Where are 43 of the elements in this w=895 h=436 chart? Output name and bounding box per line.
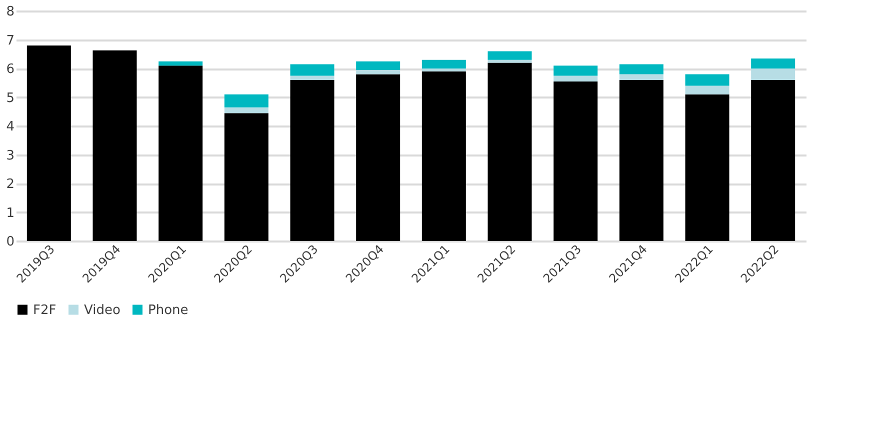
legend-label: F2F bbox=[33, 302, 56, 318]
bar bbox=[685, 94, 730, 241]
bar bbox=[488, 60, 532, 63]
y-tick-label: 1 bbox=[6, 206, 14, 221]
bar bbox=[488, 51, 532, 60]
legend-label: Phone bbox=[148, 302, 188, 318]
bar bbox=[158, 66, 203, 241]
y-tick-label: 5 bbox=[6, 90, 14, 106]
bar bbox=[290, 76, 334, 80]
bar bbox=[158, 61, 203, 66]
bar bbox=[751, 58, 796, 68]
bar bbox=[619, 80, 664, 241]
y-tick-label: 8 bbox=[6, 4, 14, 20]
bar bbox=[488, 62, 532, 241]
bar bbox=[290, 64, 334, 76]
y-tick-label: 6 bbox=[6, 62, 14, 77]
y-tick-label: 3 bbox=[6, 148, 14, 164]
bar bbox=[751, 80, 796, 241]
legend-label: Video bbox=[84, 302, 120, 318]
bar bbox=[619, 74, 664, 80]
bar bbox=[290, 80, 334, 241]
y-tick-label: 0 bbox=[6, 234, 14, 250]
bar bbox=[92, 50, 137, 241]
bar bbox=[554, 76, 598, 82]
bar bbox=[619, 64, 664, 74]
bar bbox=[224, 94, 268, 108]
bar bbox=[422, 60, 466, 68]
y-tick-label: 7 bbox=[6, 33, 14, 48]
bar bbox=[685, 74, 730, 86]
bar bbox=[422, 68, 466, 72]
bar bbox=[554, 81, 598, 241]
bar bbox=[224, 107, 268, 114]
y-tick-label: 2 bbox=[6, 177, 14, 192]
bar bbox=[554, 66, 598, 76]
bar bbox=[356, 74, 400, 241]
bar bbox=[422, 71, 466, 241]
bar bbox=[356, 61, 400, 70]
bar bbox=[751, 68, 796, 80]
bar bbox=[356, 70, 400, 74]
bar bbox=[26, 46, 71, 241]
bar bbox=[224, 113, 268, 241]
y-tick-label: 4 bbox=[6, 120, 14, 134]
bar bbox=[685, 86, 730, 94]
